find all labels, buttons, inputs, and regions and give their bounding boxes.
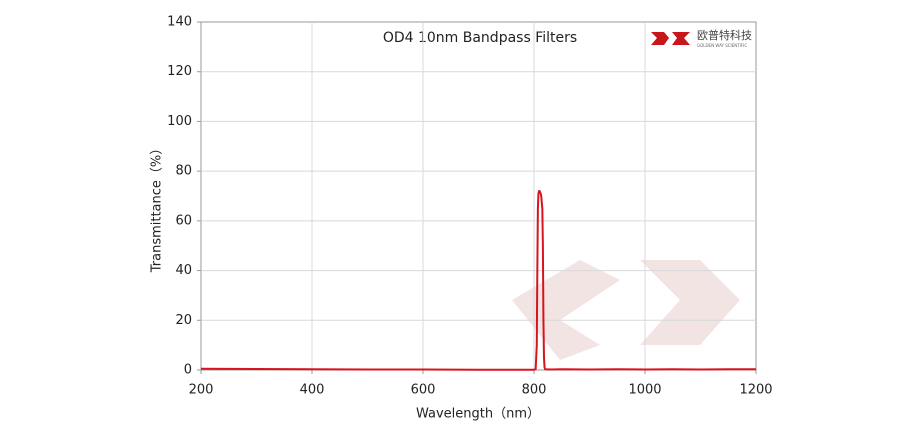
logo-mark (672, 32, 690, 45)
logo-mark (651, 32, 669, 45)
x-tick-label: 1200 (739, 383, 772, 398)
y-tick-label: 60 (175, 213, 192, 228)
y-tick-label: 80 (175, 164, 192, 179)
y-axis-label: Transmittance（%） (150, 142, 165, 274)
watermark (512, 260, 740, 360)
x-tick-label: 1000 (628, 383, 661, 398)
y-tick-label: 0 (184, 363, 192, 378)
y-tick-label: 20 (175, 313, 192, 328)
x-axis-label: Wavelength（nm） (416, 407, 540, 422)
data-line (200, 190, 756, 371)
x-tick-label: 200 (189, 383, 214, 398)
logo-subtitle: GOLDEN WAY SCIENTIFIC (697, 43, 747, 48)
logo: 欧普特科技 GOLDEN WAY SCIENTIFIC (651, 28, 752, 48)
y-tick-label: 140 (167, 15, 192, 30)
logo-name: 欧普特科技 (697, 28, 752, 42)
y-tick-label: 120 (167, 64, 192, 79)
x-tick-label: 400 (300, 383, 325, 398)
y-tick-label: 100 (167, 114, 192, 129)
x-tick-label: 600 (411, 383, 436, 398)
chart-title: OD4 10nm Bandpass Filters (383, 30, 577, 46)
x-tick-label: 800 (522, 383, 547, 398)
y-tick-label: 40 (175, 263, 192, 278)
